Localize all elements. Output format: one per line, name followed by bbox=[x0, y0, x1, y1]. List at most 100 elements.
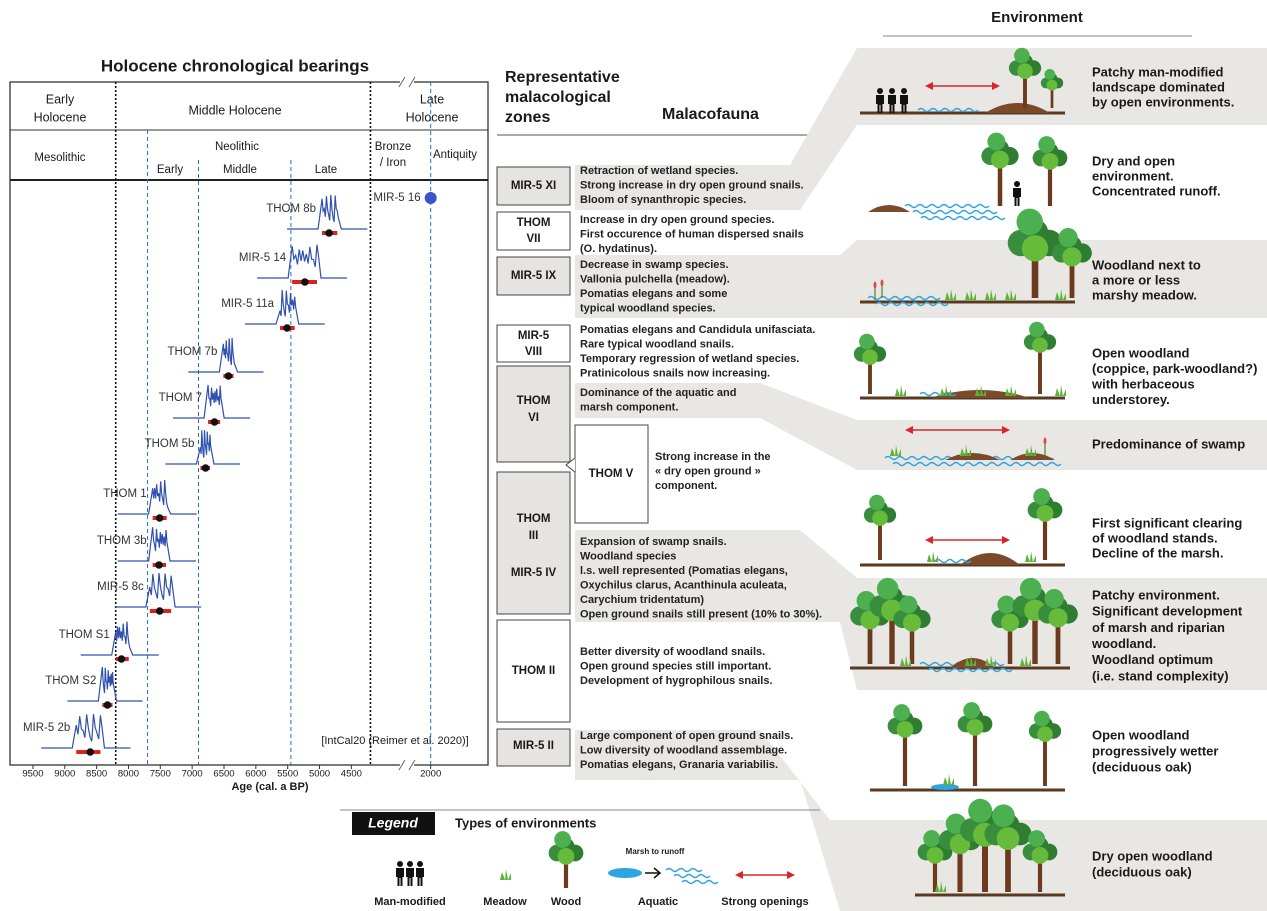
water bbox=[913, 211, 997, 214]
environment-description: understorey. bbox=[1092, 392, 1170, 407]
legend-label: Wood bbox=[551, 896, 581, 908]
tree-crown bbox=[1047, 80, 1058, 91]
mound bbox=[868, 205, 910, 212]
legend-subtitle: Types of environments bbox=[455, 815, 596, 830]
tree-crown bbox=[927, 847, 944, 864]
zone-description: Increase in dry open ground species. bbox=[580, 214, 774, 226]
grass bbox=[1005, 385, 1016, 396]
person-body bbox=[396, 868, 404, 886]
culture-label: Neolithic bbox=[215, 141, 259, 153]
zone-description: component. bbox=[655, 480, 717, 492]
zone-description: Development of hygrophilous snails. bbox=[580, 675, 773, 687]
zone-label: VI bbox=[528, 412, 539, 424]
culture-label: Mesolithic bbox=[34, 152, 85, 164]
zone-description: First occurence of human dispersed snail… bbox=[580, 228, 804, 240]
water bbox=[921, 217, 1005, 220]
median-dot bbox=[118, 655, 126, 663]
culture-label: Early bbox=[157, 164, 183, 176]
tree-crown bbox=[1062, 247, 1081, 266]
zone-description: Large component of open ground snails. bbox=[580, 730, 793, 742]
grass bbox=[943, 774, 954, 785]
zone-label: VII bbox=[526, 233, 540, 245]
grass bbox=[940, 385, 951, 396]
zone-description: Open ground snails still present (10% to… bbox=[580, 608, 822, 620]
legend-title: Legend bbox=[368, 815, 418, 831]
environment-description: Concentrated runoff. bbox=[1092, 183, 1221, 198]
zone-description: typical woodland species. bbox=[580, 302, 716, 314]
sample-label: THOM S2 bbox=[45, 675, 96, 687]
environment-description: Woodland next to bbox=[1092, 257, 1201, 272]
zone-label: THOM bbox=[517, 217, 551, 229]
tree-crown bbox=[558, 848, 575, 865]
zone-description: Better diversity of woodland snails. bbox=[580, 646, 765, 658]
x-tick-label: 9500 bbox=[22, 769, 43, 780]
environment-description: Dry and open bbox=[1092, 153, 1175, 168]
zone-label: THOM bbox=[517, 513, 551, 525]
culture-label: / Iron bbox=[380, 157, 406, 169]
tree-crown bbox=[1028, 830, 1045, 847]
epoch-label: Middle Holocene bbox=[188, 103, 281, 117]
zone-description: l.s. well represented (Pomatias elegans, bbox=[580, 565, 788, 577]
zone-description: Strong increase in dry open ground snail… bbox=[580, 179, 804, 191]
environment-description: Significant development bbox=[1092, 604, 1243, 619]
environment-description: Predominance of swamp bbox=[1092, 436, 1245, 451]
zone-description: Pomatias elegans and some bbox=[580, 288, 727, 300]
tree-crown bbox=[869, 495, 885, 511]
tree-crown bbox=[1042, 153, 1059, 170]
median-dot bbox=[283, 324, 291, 332]
tree-crown bbox=[862, 349, 878, 365]
median-dot bbox=[211, 418, 219, 426]
tree-crown bbox=[1038, 136, 1055, 153]
culture-label: Late bbox=[315, 164, 337, 176]
zone-description: Low diversity of woodland assemblage. bbox=[580, 744, 787, 756]
zones-heading: Representative bbox=[505, 69, 620, 86]
person-head bbox=[407, 861, 413, 867]
tree-crown bbox=[991, 151, 1009, 169]
tree-crown bbox=[872, 510, 888, 526]
zone-description: Oxychilus clarus, Acanthinula aculeata, bbox=[580, 579, 787, 591]
environment-heading: Environment bbox=[991, 9, 1083, 26]
chronology-frame bbox=[10, 82, 488, 765]
zone-label: THOM V bbox=[589, 468, 634, 480]
environment-description: woodland. bbox=[1091, 636, 1156, 651]
zone-description: Temporary regression of wetland species. bbox=[580, 353, 799, 365]
x-tick-label: 8500 bbox=[86, 769, 107, 780]
sample-label: THOM 1 bbox=[103, 488, 146, 500]
grass bbox=[895, 385, 906, 396]
environment-description: (deciduous oak) bbox=[1092, 864, 1192, 879]
sample-label: THOM 5b bbox=[145, 438, 195, 450]
person-head bbox=[901, 88, 907, 94]
sample-label: THOM 7b bbox=[168, 346, 218, 358]
malacofauna-heading: Malacofauna bbox=[662, 106, 759, 123]
epoch-label: Early bbox=[46, 92, 75, 106]
tree-crown bbox=[1032, 847, 1049, 864]
environment-description: a more or less bbox=[1092, 272, 1180, 287]
environment-description: with herbaceous bbox=[1091, 376, 1195, 391]
tree-crown bbox=[923, 830, 940, 847]
x-tick-label: 5000 bbox=[309, 769, 330, 780]
tree-crown bbox=[1037, 726, 1053, 742]
legend-label: Strong openings bbox=[721, 896, 808, 908]
zone-description: Vallonia pulchella (meadow). bbox=[580, 273, 730, 285]
environment-description: Open woodland bbox=[1092, 727, 1190, 742]
x-tick-label: 8000 bbox=[118, 769, 139, 780]
zone-label: III bbox=[529, 530, 539, 542]
water bbox=[674, 875, 710, 878]
person-head bbox=[397, 861, 403, 867]
epoch-label: Holocene bbox=[34, 110, 87, 124]
reed-head bbox=[874, 282, 877, 289]
zone-label: THOM II bbox=[512, 665, 555, 677]
median-dot bbox=[156, 514, 164, 522]
tree-crown bbox=[1014, 48, 1030, 64]
culture-label: Bronze bbox=[375, 141, 411, 153]
tree-crown bbox=[899, 596, 917, 614]
zone-description: Pratinicolous snails now increasing. bbox=[580, 367, 770, 379]
zone-label: THOM bbox=[517, 395, 551, 407]
person-head bbox=[889, 88, 895, 94]
epoch-label: Holocene bbox=[406, 110, 459, 124]
zone-description: Rare typical woodland snails. bbox=[580, 338, 734, 350]
environment-description: Open woodland bbox=[1092, 345, 1190, 360]
tree-crown bbox=[893, 704, 910, 721]
zone-label: MIR-5 IX bbox=[511, 270, 557, 282]
zone-description: Strong increase in the bbox=[655, 451, 771, 463]
